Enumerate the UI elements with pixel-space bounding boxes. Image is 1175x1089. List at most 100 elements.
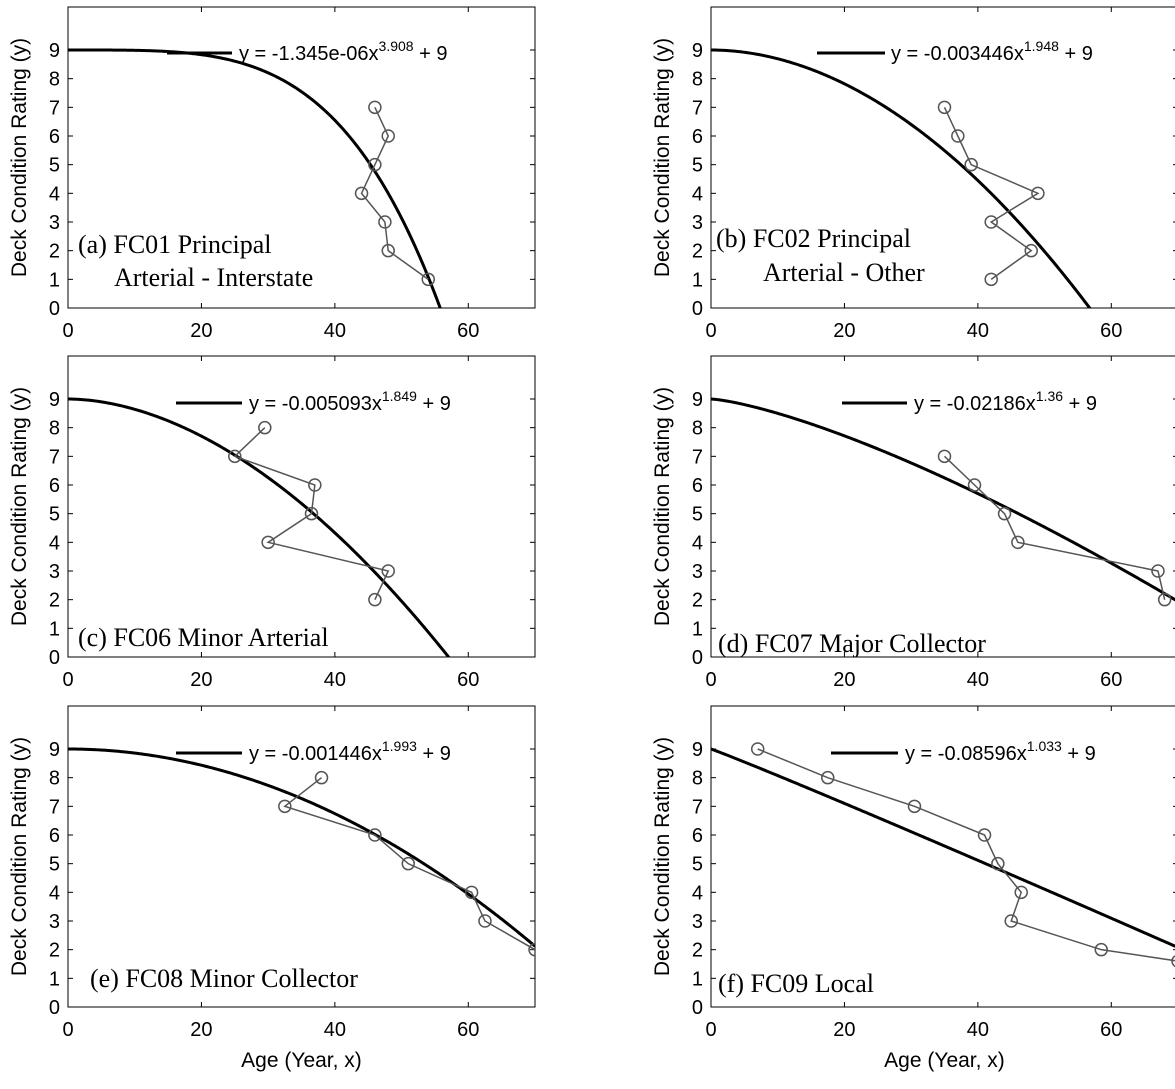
y-tick-label: 2 (49, 590, 60, 612)
panel-d: 0 1 2 3 4 5 6 7 8 9 0 20 40 60 Deck Condition Rating (… (651, 355, 1175, 691)
x-tick-label: 40 (324, 1019, 346, 1041)
legend-equation: y = -0.005093x1.849 + 9 (249, 388, 451, 415)
legend-plus: + (1059, 43, 1082, 65)
legend-exponent: 1.849 (382, 388, 417, 404)
panel-title: (e) FC08 Minor Collector (90, 964, 358, 993)
y-tick-label: 0 (692, 997, 703, 1019)
panel-e: 0 1 2 3 4 5 6 7 8 9 0 20 40 60 Deck Condition Rating (… (8, 705, 536, 1072)
fit-curve (711, 747, 1175, 948)
y-tick-label: 6 (49, 475, 60, 497)
panel-title: (f) FC09 Local (718, 969, 874, 998)
legend-plus: + (417, 743, 440, 765)
legend-coefficient: -0.003446 (924, 43, 1014, 65)
y-tick-label: 9 (49, 739, 60, 761)
y-tick-label: 1 (49, 968, 60, 990)
y-tick-label: 8 (692, 69, 703, 91)
legend-variable: x (372, 393, 382, 415)
axes-box (67, 355, 536, 658)
y-axis-label: Deck Condition Rating (y) (651, 38, 674, 277)
y-tick-label: 6 (49, 825, 60, 847)
legend-exponent: 1.033 (1027, 738, 1062, 754)
legend-coefficient: -0.001446 (282, 743, 372, 765)
observed-point (1024, 243, 1038, 258)
y-tick-label: 7 (49, 446, 60, 468)
observed-point (991, 856, 1005, 871)
y-tick-label: 7 (692, 446, 703, 468)
legend-plus: + (417, 393, 440, 415)
y-tick-label: 5 (692, 854, 703, 876)
x-axis-label: Age (Year, x) (241, 1049, 362, 1072)
y-tick-label: 0 (692, 647, 703, 669)
observed-point (421, 272, 436, 287)
y-tick-label: 7 (692, 97, 703, 119)
y-tick-label: 1 (692, 618, 703, 640)
observed-point (478, 914, 492, 928)
y-tick-label: 4 (692, 532, 703, 554)
y-tick-label: 3 (49, 911, 60, 933)
legend-plus: + (1063, 393, 1086, 415)
observed-point (378, 215, 392, 229)
x-tick-label: 20 (833, 1019, 855, 1041)
y-tick-label: 7 (49, 97, 60, 119)
y-tick-label: 6 (49, 126, 60, 148)
legend-constant: 9 (1086, 393, 1097, 415)
observed-point (1011, 535, 1025, 550)
legend-constant: 9 (440, 393, 451, 415)
observed-point (464, 885, 479, 900)
x-tick-label: 40 (967, 320, 989, 342)
observed-point (368, 157, 382, 172)
observed-point (354, 186, 369, 201)
legend-exponent: 1.948 (1024, 38, 1059, 54)
legend-equation-prefix: y = (249, 743, 282, 765)
observed-point (1094, 942, 1109, 957)
x-tick-label: 0 (62, 669, 73, 691)
observed-line (943, 107, 1040, 280)
x-tick-label: 20 (833, 669, 855, 691)
observed-point (401, 856, 415, 871)
observed-point (1151, 564, 1165, 578)
legend-equation: y = -1.345e-06x3.908 + 9 (239, 38, 448, 65)
legend-plus: + (1062, 743, 1085, 765)
legend-constant: 9 (1085, 743, 1096, 765)
y-tick-label: 5 (49, 155, 60, 177)
y-tick-label: 6 (692, 825, 703, 847)
y-tick-label: 1 (49, 618, 60, 640)
y-tick-label: 7 (692, 796, 703, 818)
y-tick-label: 5 (49, 504, 60, 526)
panel-a: 0 1 2 3 4 5 6 7 8 9 0 20 40 60 Deck Condition Rating (… (8, 6, 536, 342)
legend-equation: y = -0.08596x1.033 + 9 (905, 738, 1096, 765)
y-tick-label: 8 (692, 418, 703, 440)
axes-box (67, 6, 536, 309)
observed-point (528, 942, 535, 957)
y-axis-label: Deck Condition Rating (y) (651, 387, 674, 626)
panel-c: 0 1 2 3 4 5 6 7 8 9 0 20 40 60 Deck Condition Rating (… (8, 355, 536, 691)
legend-exponent: 1.36 (1036, 388, 1063, 404)
observed-point (1157, 592, 1172, 607)
y-tick-label: 1 (692, 968, 703, 990)
y-tick-label: 7 (49, 796, 60, 818)
observed-point (750, 742, 765, 756)
y-tick-label: 0 (692, 298, 703, 320)
legend-equation-prefix: y = (905, 743, 938, 765)
y-axis-label: Deck Condition Rating (y) (8, 387, 31, 626)
legend-variable: x (1026, 393, 1036, 415)
panel-title: (d) FC07 Major Collector (718, 629, 986, 658)
legend-equation: y = -0.003446x1.948 + 9 (891, 38, 1093, 65)
y-tick-label: 4 (692, 882, 703, 904)
y-tick-label: 5 (692, 504, 703, 526)
legend-constant: 9 (1082, 43, 1093, 65)
y-tick-label: 1 (49, 269, 60, 291)
x-tick-label: 0 (62, 320, 73, 342)
x-tick-label: 60 (1100, 320, 1122, 342)
x-axis-label: Age (Year, x) (884, 1049, 1005, 1072)
y-tick-label: 1 (692, 269, 703, 291)
x-tick-label: 40 (967, 669, 989, 691)
y-tick-label: 5 (692, 155, 703, 177)
axes-box (710, 6, 1175, 309)
axes-box (67, 705, 536, 1008)
observed-line (283, 777, 535, 951)
x-tick-label: 0 (705, 320, 716, 342)
y-tick-label: 3 (692, 212, 703, 234)
y-tick-label: 8 (49, 69, 60, 91)
axes-box (710, 705, 1175, 1008)
